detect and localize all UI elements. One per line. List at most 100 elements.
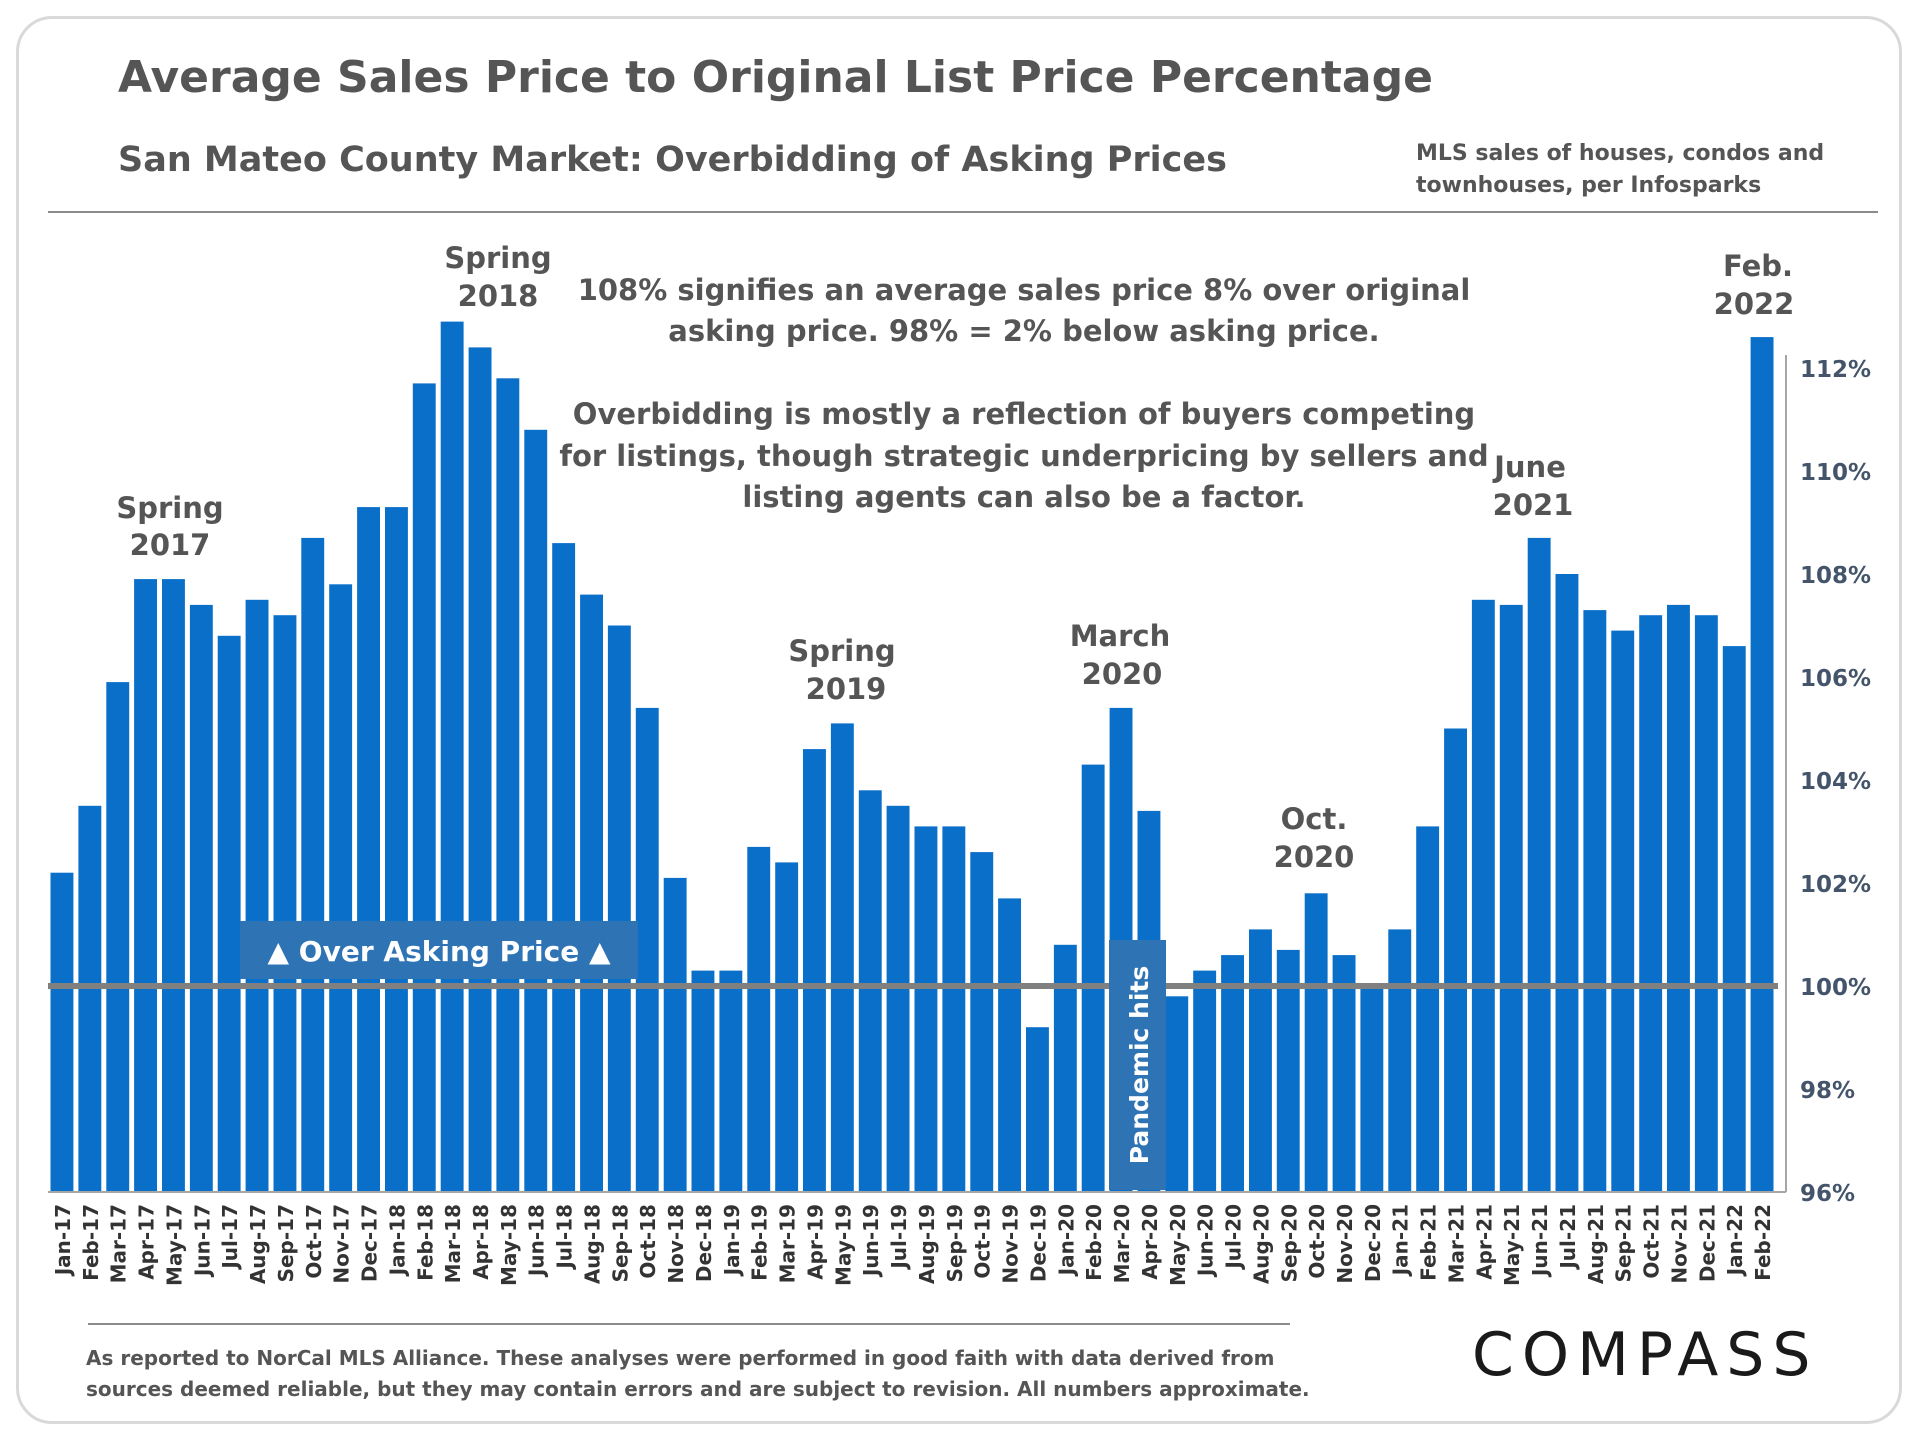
bar-sep-20 bbox=[1276, 949, 1300, 1192]
x-tick-label: Oct-17 bbox=[302, 1204, 326, 1279]
bar-nov-17 bbox=[329, 584, 353, 1192]
bar-mar-21 bbox=[1444, 728, 1467, 1192]
x-tick-label: Nov-17 bbox=[330, 1204, 354, 1284]
bar-dec-17 bbox=[357, 507, 380, 1193]
x-tick-label: Jan-21 bbox=[1389, 1204, 1413, 1277]
bar-aug-17 bbox=[245, 599, 269, 1193]
x-tick-label: Jun-20 bbox=[1194, 1204, 1218, 1278]
bar-aug-21 bbox=[1583, 610, 1607, 1192]
bar-feb-17 bbox=[78, 805, 102, 1193]
bar-sep-19 bbox=[942, 826, 966, 1192]
y-tick-label: 104% bbox=[1800, 769, 1871, 795]
y-tick-label: 102% bbox=[1800, 872, 1871, 898]
x-tick-label: Feb-19 bbox=[748, 1204, 772, 1281]
bar-nov-20 bbox=[1332, 955, 1356, 1192]
x-tick-label: Jan-22 bbox=[1723, 1204, 1747, 1277]
source-line-2: townhouses, per Infosparks bbox=[1416, 173, 1762, 198]
bar-jun-21 bbox=[1527, 537, 1551, 1192]
y-tick-label: 110% bbox=[1800, 460, 1871, 486]
x-tick-label: Nov-19 bbox=[999, 1204, 1023, 1284]
bar-dec-19 bbox=[1026, 1027, 1049, 1192]
y-tick-label: 96% bbox=[1800, 1181, 1855, 1207]
label-feb-2022-line-1: Feb. bbox=[1723, 249, 1793, 283]
footnote-line-1: As reported to NorCal MLS Alliance. Thes… bbox=[86, 1346, 1275, 1370]
bar-mar-17 bbox=[106, 682, 130, 1192]
x-tick-label: Dec-18 bbox=[692, 1204, 716, 1282]
x-tick-label: Aug-19 bbox=[915, 1204, 939, 1284]
bar-aug-19 bbox=[914, 826, 938, 1192]
bar-sep-17 bbox=[273, 615, 297, 1192]
bar-feb-19 bbox=[747, 846, 771, 1192]
x-tick-label: Apr-18 bbox=[469, 1204, 493, 1280]
label-june-2021-line-1: June bbox=[1492, 450, 1566, 484]
bar-jul-20 bbox=[1221, 955, 1244, 1192]
x-tick-label: May-18 bbox=[497, 1204, 521, 1286]
bar-apr-17 bbox=[134, 579, 157, 1192]
source-note: MLS sales of houses, condos and townhous… bbox=[1416, 138, 1824, 202]
compass-logo: COMPASS bbox=[1472, 1320, 1819, 1390]
bar-feb-21 bbox=[1416, 826, 1440, 1192]
bar-oct-19 bbox=[970, 852, 994, 1192]
bar-aug-18 bbox=[580, 594, 603, 1192]
x-tick-label: Jun-17 bbox=[190, 1204, 214, 1278]
note-background bbox=[598, 262, 1448, 524]
y-tick-label: 108% bbox=[1800, 563, 1871, 589]
x-tick-label: Mar-18 bbox=[441, 1204, 465, 1283]
bar-sep-18 bbox=[607, 625, 631, 1192]
bar-jan-18 bbox=[385, 507, 408, 1193]
x-tick-label: Oct-19 bbox=[971, 1204, 995, 1279]
bar-jun-19 bbox=[858, 790, 882, 1192]
bar-feb-18 bbox=[412, 383, 436, 1192]
bar-jun-20 bbox=[1193, 970, 1217, 1192]
bar-jun-18 bbox=[524, 429, 548, 1192]
x-tick-label: Feb-17 bbox=[79, 1204, 103, 1281]
bar-dec-20 bbox=[1360, 986, 1384, 1192]
x-tick-label: May-21 bbox=[1500, 1204, 1524, 1286]
x-tick-label: May-17 bbox=[162, 1204, 186, 1286]
label-spring-2019-line-2: 2019 bbox=[806, 672, 887, 706]
label-spring-2019-line-1: Spring bbox=[788, 634, 895, 668]
x-tick-label: Feb-21 bbox=[1417, 1204, 1441, 1281]
bar-oct-21 bbox=[1639, 615, 1663, 1192]
x-tick-label: Jun-21 bbox=[1528, 1204, 1552, 1278]
x-tick-label: Aug-20 bbox=[1249, 1204, 1273, 1284]
footnote: As reported to NorCal MLS Alliance. Thes… bbox=[86, 1343, 1310, 1405]
bar-dec-18 bbox=[691, 970, 715, 1192]
x-tick-label: Oct-18 bbox=[636, 1204, 660, 1279]
x-tick-label: Aug-21 bbox=[1584, 1204, 1608, 1284]
header-divider bbox=[48, 211, 1878, 213]
x-tick-label: May-19 bbox=[831, 1204, 855, 1286]
bar-mar-18 bbox=[440, 321, 464, 1193]
note-2-line-1: Overbidding is mostly a reflection of bu… bbox=[573, 397, 1475, 431]
bar-jan-20 bbox=[1053, 944, 1077, 1192]
x-tick-label: Mar-17 bbox=[107, 1204, 131, 1283]
x-tick-label: Dec-17 bbox=[358, 1204, 382, 1282]
label-spring-2017-line-2: 2017 bbox=[130, 528, 211, 562]
over-asking-label: ▲ Over Asking Price ▲ bbox=[268, 935, 611, 968]
source-line-1: MLS sales of houses, condos and bbox=[1416, 141, 1825, 166]
bar-oct-20 bbox=[1304, 893, 1328, 1192]
y-tick-label: 100% bbox=[1800, 975, 1871, 1001]
label-june-2021-line-2: 2021 bbox=[1493, 488, 1574, 522]
x-tick-label: Jun-19 bbox=[859, 1204, 883, 1278]
x-tick-label: Feb-18 bbox=[413, 1204, 437, 1281]
bar-jun-17 bbox=[189, 604, 213, 1192]
bar-apr-18 bbox=[468, 347, 492, 1192]
x-tick-label: Sep-19 bbox=[943, 1204, 967, 1282]
x-tick-label: Sep-17 bbox=[274, 1204, 298, 1282]
bar-jan-21 bbox=[1388, 929, 1412, 1192]
x-axis: Jan-17 Feb-17 Mar-17 Apr-17 May-17 Jun-17 Jul-… bbox=[48, 1191, 1786, 1286]
label-oct-2020-line-2: 2020 bbox=[1274, 840, 1355, 874]
bar-aug-20 bbox=[1249, 929, 1272, 1192]
x-tick-label: Jul-20 bbox=[1222, 1204, 1246, 1271]
bar-oct-17 bbox=[301, 537, 325, 1192]
page-subtitle: San Mateo County Market: Overbidding of … bbox=[118, 140, 1227, 180]
bar-may-18 bbox=[496, 378, 520, 1192]
bar-jan-19 bbox=[719, 970, 743, 1192]
x-tick-label: Sep-18 bbox=[608, 1204, 632, 1282]
bar-nov-18 bbox=[663, 877, 687, 1192]
label-spring-2017-line-1: Spring bbox=[116, 491, 223, 525]
x-tick-label: Sep-20 bbox=[1277, 1204, 1301, 1282]
note-2-line-2: for listings, though strategic underpric… bbox=[559, 439, 1488, 473]
